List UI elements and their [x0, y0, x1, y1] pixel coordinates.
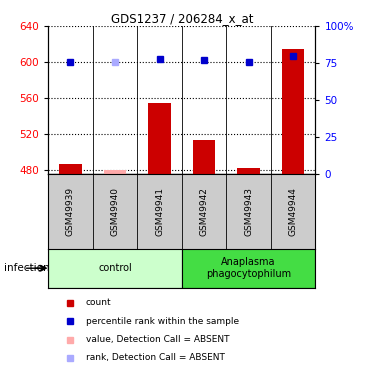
- Bar: [59, 164, 82, 174]
- Text: GSM49939: GSM49939: [66, 187, 75, 236]
- Bar: [104, 170, 126, 174]
- Text: GSM49940: GSM49940: [111, 187, 119, 236]
- Text: rank, Detection Call = ABSENT: rank, Detection Call = ABSENT: [86, 353, 224, 362]
- Text: percentile rank within the sample: percentile rank within the sample: [86, 317, 239, 326]
- Text: GSM49943: GSM49943: [244, 187, 253, 236]
- Text: count: count: [86, 298, 111, 307]
- Title: GDS1237 / 206284_x_at: GDS1237 / 206284_x_at: [111, 12, 253, 25]
- Text: infection: infection: [4, 263, 49, 273]
- Text: GSM49944: GSM49944: [289, 187, 298, 236]
- Bar: [282, 49, 304, 174]
- Text: GSM49941: GSM49941: [155, 187, 164, 236]
- Bar: [182, 249, 315, 288]
- Bar: [48, 249, 182, 288]
- Bar: [193, 140, 215, 174]
- Bar: [237, 168, 260, 174]
- Bar: [148, 104, 171, 174]
- Text: control: control: [98, 263, 132, 273]
- Text: GSM49942: GSM49942: [200, 187, 209, 236]
- Text: Anaplasma
phagocytophilum: Anaplasma phagocytophilum: [206, 257, 291, 279]
- Text: value, Detection Call = ABSENT: value, Detection Call = ABSENT: [86, 335, 229, 344]
